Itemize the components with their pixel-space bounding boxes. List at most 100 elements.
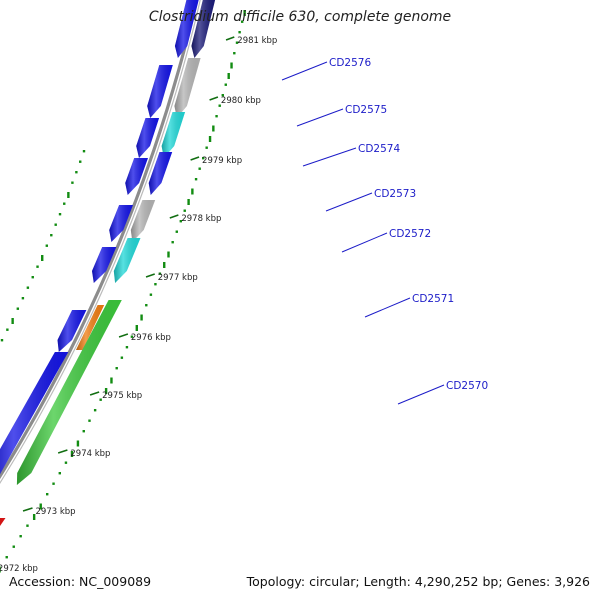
gc-dot (99, 398, 102, 401)
gene-label[interactable]: CD2572 (389, 228, 431, 240)
gc-dot (202, 157, 205, 160)
tick-mark (209, 96, 219, 101)
gene-arrow[interactable] (0, 352, 69, 488)
gene-arrow[interactable] (113, 238, 141, 283)
tick-label: 2974 kbp (70, 449, 110, 459)
tick-mark (22, 507, 33, 512)
tick-mark (145, 273, 155, 278)
gc-dot (104, 388, 108, 394)
tick-label: 2977 kbp (158, 273, 198, 283)
gc-dot (50, 234, 53, 237)
gc-dot (191, 188, 194, 195)
gc-dot (140, 314, 143, 321)
tick-mark (118, 333, 129, 338)
gene-label-leader (281, 61, 328, 81)
gc-dot (221, 94, 224, 97)
gene-arrow[interactable] (57, 310, 87, 352)
backbone-line (0, 0, 199, 480)
gene-label[interactable]: CD2573 (374, 188, 416, 200)
gc-dot (67, 192, 70, 198)
map-title: Clostridium difficile 630, complete geno… (148, 9, 452, 25)
gc-dot (71, 181, 74, 184)
gc-dot (115, 367, 118, 370)
genome-summary: Topology: circular; Length: 4,290,252 bp… (246, 574, 590, 589)
gc-dot (64, 461, 68, 464)
gc-dot (230, 62, 233, 69)
gene-arrow[interactable] (125, 158, 148, 195)
gc-dot (5, 556, 8, 559)
gc-dot (12, 545, 15, 548)
gc-dot (76, 440, 80, 447)
accession-text: Accession: NC_009089 (9, 574, 152, 589)
gc-dot (45, 244, 49, 247)
gene-arrow[interactable] (136, 118, 160, 158)
gc-dot (175, 230, 178, 233)
gc-dot (82, 150, 86, 153)
gc-dot (41, 255, 44, 261)
gc-dot (135, 325, 138, 331)
gc-dot (154, 283, 157, 286)
tick-mark (225, 36, 235, 41)
gene-arrow[interactable] (92, 247, 117, 283)
gene-label[interactable]: CD2570 (446, 380, 488, 392)
gc-dot (218, 104, 221, 107)
gc-dot (212, 125, 215, 132)
gene-arrow[interactable] (147, 65, 173, 118)
gc-dot (70, 451, 74, 457)
gc-dot (58, 472, 62, 475)
gene-label[interactable]: CD2574 (358, 143, 400, 155)
tick-label: 2973 kbp (36, 507, 76, 517)
gc-dot (26, 524, 29, 527)
gene-label-leader (397, 384, 445, 405)
gene-label[interactable]: CD2571 (412, 293, 454, 305)
gc-dot (31, 276, 34, 279)
gc-dot (45, 493, 49, 496)
gc-dot (63, 202, 66, 205)
gc-dot (240, 20, 244, 23)
gene-arrow[interactable] (191, 0, 216, 58)
gc-content-track (0, 10, 246, 573)
tick-label: 2972 kbp (0, 564, 38, 574)
gc-dot (187, 199, 190, 205)
gene-arrow[interactable] (148, 152, 173, 195)
tick-label: 2981 kbp (237, 36, 277, 46)
gc-dot (21, 297, 25, 300)
gc-dot (16, 307, 20, 310)
gene-arrow[interactable] (0, 518, 6, 600)
gc-dot (235, 41, 239, 44)
gene-label-leader (341, 232, 388, 253)
gc-dot (194, 178, 198, 181)
gene-arrow[interactable] (76, 305, 105, 350)
gc-dot (93, 409, 97, 412)
gc-dot (32, 514, 36, 520)
gene-label-leader (302, 147, 357, 167)
gc-dot (208, 136, 212, 142)
tick-label: 2978 kbp (181, 214, 221, 224)
gene-label[interactable]: CD2576 (329, 57, 371, 69)
gc-dot (171, 241, 174, 244)
gc-dot (19, 535, 22, 538)
gc-dot (0, 339, 4, 342)
gene-label-leader (325, 192, 373, 212)
gc-dot (82, 430, 85, 433)
gene-arrow[interactable] (130, 200, 156, 242)
gc-dot (198, 167, 201, 170)
tick-mark (190, 156, 200, 161)
gene-arrow[interactable] (174, 58, 201, 118)
tick-mark (57, 449, 68, 454)
gene-arrow[interactable] (16, 300, 122, 485)
gene-label[interactable]: CD2575 (345, 104, 387, 116)
gene-arrow[interactable] (174, 0, 199, 58)
gc-dot (26, 286, 30, 289)
gc-dot (125, 346, 129, 349)
tick-label: 2976 kbp (131, 333, 171, 343)
gc-dot (238, 31, 241, 34)
gene-arrow[interactable] (109, 205, 133, 242)
gc-dot (163, 262, 166, 268)
gene-arrow[interactable] (161, 112, 186, 158)
gc-dot (233, 52, 236, 55)
gc-dot (54, 223, 57, 226)
gc-dot (79, 160, 82, 163)
genome-backbone (0, 0, 201, 484)
gc-dot (88, 419, 91, 422)
